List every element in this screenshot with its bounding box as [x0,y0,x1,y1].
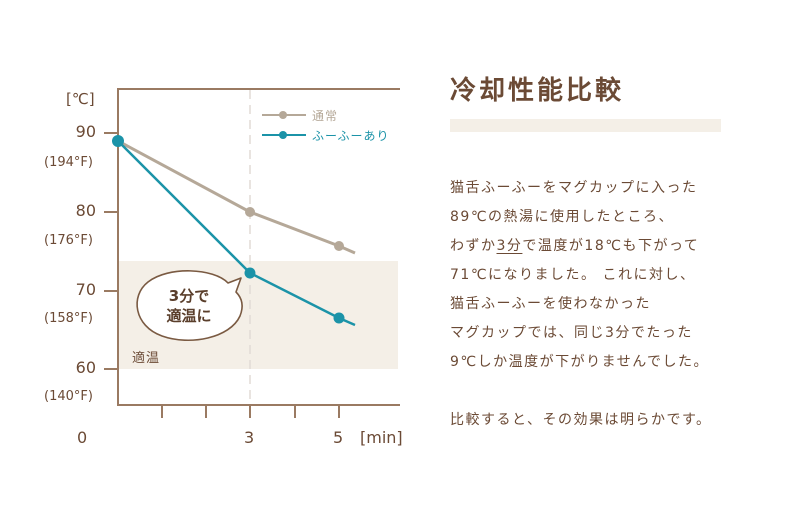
description-line: 猫舌ふーふーをマグカップに入った [450,180,698,196]
y-axis-unit: [℃] [66,90,95,108]
callout-bubble [136,270,243,342]
description-line: わずか3分で温度が18℃も下がって [450,238,700,254]
x-axis-unit: [min] [360,428,403,447]
legend-item-fufu: ふーふーあり [262,125,390,145]
description-line: 猫舌ふーふーを使わなかった [450,296,651,312]
section-title: 冷却性能比較 [450,76,625,106]
description-line: 71℃になりました。 これに対し、 [450,267,696,283]
x-ticks [161,405,340,418]
y-label-194f: (194°F) [44,155,93,170]
callout-text: 3分で 適温に [150,286,228,326]
cooling-chart: [℃] 90 (194°F) 80 (176°F) 70 (158°F) 60 … [44,88,403,447]
legend-label-normal: 通常 [312,108,339,123]
legend-swatch-normal-icon [262,109,306,121]
series-fufu-line [117,140,356,327]
series-normal-point [245,207,255,217]
callout-line-2: 適温に [166,307,212,325]
y-label-80c: 80 [75,201,96,220]
x-label-3: 3 [244,428,255,447]
series-fufu-point [244,267,256,279]
legend-swatch-fufu-icon [262,129,306,141]
description-line: 9℃しか温度が下がりませんでした。 [450,354,710,370]
comfort-band-label: 適温 [132,351,161,366]
legend-label-fufu: ふーふーあり [312,128,390,143]
chart-legend: 通常 ふーふーあり [262,105,390,145]
callout-line-1: 3分で [168,287,210,305]
y-label-70c: 70 [75,280,96,299]
x-label-0: 0 [77,428,88,447]
series-normal-line [117,139,356,255]
description-conclusion: 比較すると、その効果は明らかです。 [450,412,712,428]
title-underline-bar [450,119,721,132]
highlight-3min: 3分 [496,238,523,254]
y-label-140f: (140°F) [44,389,93,404]
y-label-60c: 60 [75,358,96,377]
paragraph-gap [450,377,712,406]
description-line: マグカップでは、同じ3分でたった [450,325,693,341]
series-start-point [112,135,124,147]
chart-plot [104,88,400,418]
y-ticks [104,132,118,370]
y-label-176f: (176°F) [44,233,93,248]
description-text: 猫舌ふーふーをマグカップに入った 89℃の熱湯に使用したところ、 わずか3分で温… [450,174,712,435]
description-line: 89℃の熱湯に使用したところ、 [450,209,675,225]
series-fufu-point [333,312,345,324]
y-label-90c: 90 [75,122,96,141]
series-normal-point [334,241,344,251]
y-label-158f: (158°F) [44,311,93,326]
x-label-5: 5 [333,428,344,447]
legend-item-normal: 通常 [262,105,390,125]
